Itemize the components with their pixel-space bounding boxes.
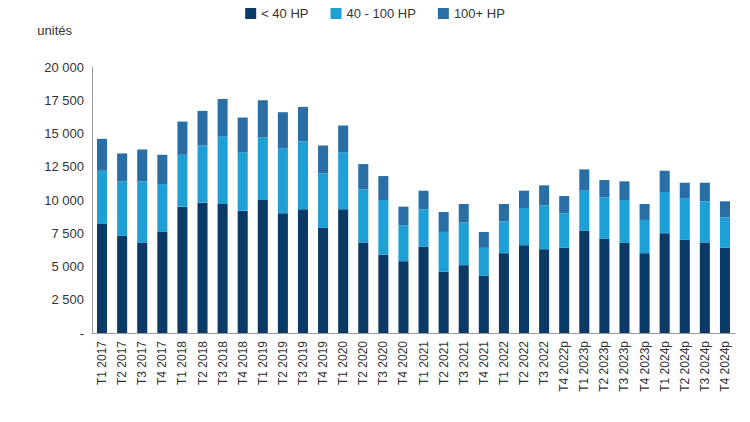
- svg-text:-: -: [80, 326, 84, 341]
- svg-text:100+ HP: 100+ HP: [454, 6, 505, 21]
- svg-text:T1 2020: T1 2020: [336, 341, 350, 385]
- svg-text:T4 2024p: T4 2024p: [718, 341, 732, 392]
- svg-text:T2 2023p: T2 2023p: [597, 341, 611, 392]
- svg-text:T3 2024p: T3 2024p: [698, 341, 712, 392]
- svg-text:T3 2020: T3 2020: [376, 341, 390, 385]
- svg-text:T3 2018: T3 2018: [216, 341, 230, 385]
- svg-text:T4 2021: T4 2021: [477, 341, 491, 385]
- svg-text:T4 2017: T4 2017: [155, 341, 169, 385]
- svg-text:12 500: 12 500: [44, 159, 84, 174]
- svg-text:10 000: 10 000: [44, 193, 84, 208]
- svg-text:unités: unités: [37, 23, 72, 38]
- svg-text:T3 2021: T3 2021: [457, 341, 471, 385]
- svg-text:< 40 HP: < 40 HP: [261, 6, 308, 21]
- svg-text:T3 2022: T3 2022: [537, 341, 551, 385]
- svg-text:T3 2017: T3 2017: [135, 341, 149, 385]
- svg-text:T2 2019: T2 2019: [276, 341, 290, 385]
- svg-text:T2 2018: T2 2018: [196, 341, 210, 385]
- svg-text:T3 2019: T3 2019: [296, 341, 310, 385]
- svg-text:T4 2018: T4 2018: [236, 341, 250, 385]
- svg-text:T1 2022: T1 2022: [497, 341, 511, 385]
- svg-text:T1 2019: T1 2019: [256, 341, 270, 385]
- svg-text:T4 2020: T4 2020: [396, 341, 410, 385]
- svg-text:T2 2021: T2 2021: [437, 341, 451, 385]
- svg-text:7 500: 7 500: [51, 226, 84, 241]
- svg-text:T2 2024p: T2 2024p: [678, 341, 692, 392]
- svg-text:17 500: 17 500: [44, 93, 84, 108]
- svg-text:20 000: 20 000: [44, 60, 84, 75]
- svg-text:T1 2017: T1 2017: [95, 341, 109, 385]
- svg-text:T2 2017: T2 2017: [115, 341, 129, 385]
- svg-text:T2 2020: T2 2020: [356, 341, 370, 385]
- svg-text:T2 2022: T2 2022: [517, 341, 531, 385]
- svg-text:2 500: 2 500: [51, 292, 84, 307]
- svg-text:T1 2021: T1 2021: [417, 341, 431, 385]
- svg-text:T3 2023p: T3 2023p: [617, 341, 631, 392]
- svg-text:T4 2022p: T4 2022p: [557, 341, 571, 392]
- svg-text:T4 2019: T4 2019: [316, 341, 330, 385]
- svg-text:T1 2023p: T1 2023p: [577, 341, 591, 392]
- svg-text:15 000: 15 000: [44, 126, 84, 141]
- svg-text:5 000: 5 000: [51, 259, 84, 274]
- svg-text:T1 2024p: T1 2024p: [658, 341, 672, 392]
- svg-text:T1 2018: T1 2018: [175, 341, 189, 385]
- svg-text:T4 2023p: T4 2023p: [638, 341, 652, 392]
- svg-text:40 - 100 HP: 40 - 100 HP: [347, 6, 416, 21]
